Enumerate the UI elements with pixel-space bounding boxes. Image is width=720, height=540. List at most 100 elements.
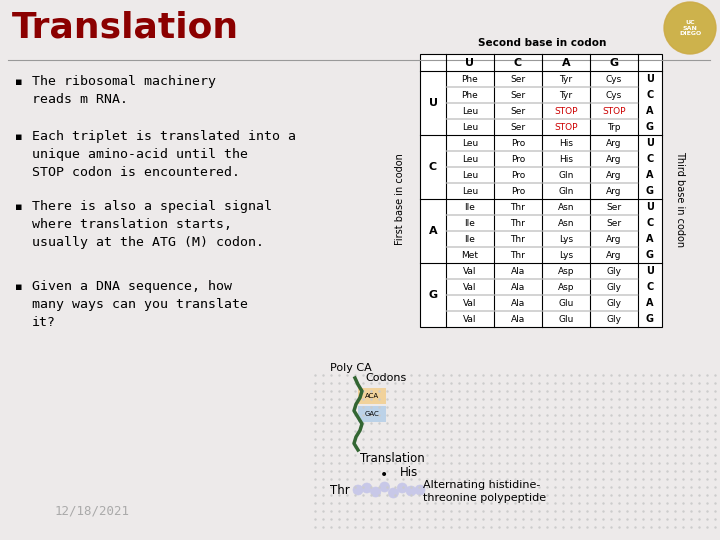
Text: Ile: Ile bbox=[464, 234, 475, 244]
Text: Gly: Gly bbox=[606, 314, 621, 323]
Text: ▪: ▪ bbox=[15, 202, 22, 212]
Text: C: C bbox=[647, 218, 654, 228]
Text: Ala: Ala bbox=[511, 314, 525, 323]
Text: G: G bbox=[646, 250, 654, 260]
Text: Asp: Asp bbox=[558, 282, 575, 292]
Text: Ile: Ile bbox=[464, 219, 475, 227]
Text: Ser: Ser bbox=[510, 106, 526, 116]
Text: Leu: Leu bbox=[462, 123, 478, 132]
Text: 12/18/2021: 12/18/2021 bbox=[55, 505, 130, 518]
Text: G: G bbox=[646, 122, 654, 132]
Text: C: C bbox=[647, 282, 654, 292]
Text: Given a DNA sequence, how
many ways can you translate
it?: Given a DNA sequence, how many ways can … bbox=[32, 280, 248, 329]
Text: Leu: Leu bbox=[462, 186, 478, 195]
Circle shape bbox=[415, 485, 425, 495]
Text: Trp: Trp bbox=[607, 123, 621, 132]
Text: ▪: ▪ bbox=[15, 77, 22, 87]
Text: Tyr: Tyr bbox=[559, 75, 572, 84]
Text: U: U bbox=[646, 266, 654, 276]
Text: G: G bbox=[646, 314, 654, 324]
Text: Gln: Gln bbox=[558, 186, 574, 195]
Text: Translation: Translation bbox=[12, 10, 239, 44]
Text: GAC: GAC bbox=[364, 411, 379, 417]
Text: Val: Val bbox=[463, 267, 477, 275]
Circle shape bbox=[379, 482, 390, 492]
Text: U: U bbox=[428, 98, 438, 108]
Text: Thr: Thr bbox=[510, 234, 526, 244]
Text: Ser: Ser bbox=[510, 91, 526, 99]
Text: The ribosomal machinery
reads m RNA.: The ribosomal machinery reads m RNA. bbox=[32, 75, 216, 106]
Bar bbox=[420, 54, 662, 327]
Text: C: C bbox=[647, 90, 654, 100]
Text: Ala: Ala bbox=[511, 282, 525, 292]
Bar bbox=[358, 388, 386, 404]
Text: U: U bbox=[646, 202, 654, 212]
Text: G: G bbox=[428, 290, 438, 300]
Text: U: U bbox=[646, 138, 654, 148]
Text: STOP: STOP bbox=[602, 106, 626, 116]
Text: Pro: Pro bbox=[511, 171, 525, 179]
Text: Arg: Arg bbox=[606, 154, 622, 164]
Text: Asn: Asn bbox=[558, 202, 575, 212]
Circle shape bbox=[406, 486, 416, 496]
Text: G: G bbox=[609, 57, 618, 68]
Text: His: His bbox=[400, 466, 418, 479]
Text: Thr: Thr bbox=[510, 219, 526, 227]
Text: Ile: Ile bbox=[464, 202, 475, 212]
Text: Ser: Ser bbox=[510, 75, 526, 84]
Text: Third base in codon: Third base in codon bbox=[675, 151, 685, 247]
Text: Met: Met bbox=[462, 251, 479, 260]
Text: Arg: Arg bbox=[606, 186, 622, 195]
Text: •: • bbox=[380, 468, 388, 482]
Text: UC
SAN
DIEGO: UC SAN DIEGO bbox=[679, 19, 701, 36]
Text: G: G bbox=[646, 186, 654, 196]
Text: ▪: ▪ bbox=[15, 132, 22, 142]
Text: Cys: Cys bbox=[606, 75, 622, 84]
Text: Asn: Asn bbox=[558, 219, 575, 227]
Text: C: C bbox=[647, 154, 654, 164]
Text: Pro: Pro bbox=[511, 186, 525, 195]
Text: C: C bbox=[429, 162, 437, 172]
Text: Leu: Leu bbox=[462, 106, 478, 116]
Text: His: His bbox=[559, 154, 573, 164]
Text: Val: Val bbox=[463, 314, 477, 323]
Text: Glu: Glu bbox=[558, 314, 574, 323]
Text: Thr: Thr bbox=[330, 483, 350, 496]
Text: His: His bbox=[559, 138, 573, 147]
Text: Lys: Lys bbox=[559, 251, 573, 260]
Circle shape bbox=[664, 2, 716, 54]
Text: A: A bbox=[647, 106, 654, 116]
Circle shape bbox=[353, 485, 363, 495]
Text: Thr: Thr bbox=[510, 251, 526, 260]
Text: A: A bbox=[647, 298, 654, 308]
Text: Ser: Ser bbox=[606, 202, 621, 212]
Text: Arg: Arg bbox=[606, 138, 622, 147]
Text: Ser: Ser bbox=[606, 219, 621, 227]
Circle shape bbox=[362, 483, 372, 493]
Text: Codons: Codons bbox=[365, 373, 406, 383]
Text: There is also a special signal
where translation starts,
usually at the ATG (M) : There is also a special signal where tra… bbox=[32, 200, 272, 249]
Text: Poly CA: Poly CA bbox=[330, 363, 372, 373]
Text: Tyr: Tyr bbox=[559, 91, 572, 99]
Text: C: C bbox=[514, 57, 522, 68]
Text: STOP: STOP bbox=[554, 123, 577, 132]
Bar bbox=[358, 406, 386, 422]
Text: Cys: Cys bbox=[606, 91, 622, 99]
Text: Asp: Asp bbox=[558, 267, 575, 275]
Text: Gly: Gly bbox=[606, 299, 621, 307]
Text: Gln: Gln bbox=[558, 171, 574, 179]
Text: Lys: Lys bbox=[559, 234, 573, 244]
Text: A: A bbox=[428, 226, 437, 236]
Text: Val: Val bbox=[463, 299, 477, 307]
Text: Second base in codon: Second base in codon bbox=[478, 38, 606, 48]
Text: Ser: Ser bbox=[510, 123, 526, 132]
Text: A: A bbox=[647, 234, 654, 244]
Text: Glu: Glu bbox=[558, 299, 574, 307]
Circle shape bbox=[388, 488, 398, 498]
Text: A: A bbox=[647, 170, 654, 180]
Text: Leu: Leu bbox=[462, 171, 478, 179]
Text: Leu: Leu bbox=[462, 138, 478, 147]
Text: Gly: Gly bbox=[606, 267, 621, 275]
Text: Phe: Phe bbox=[462, 91, 478, 99]
Text: Each triplet is translated into a
unique amino-acid until the
STOP codon is enco: Each triplet is translated into a unique… bbox=[32, 130, 296, 179]
